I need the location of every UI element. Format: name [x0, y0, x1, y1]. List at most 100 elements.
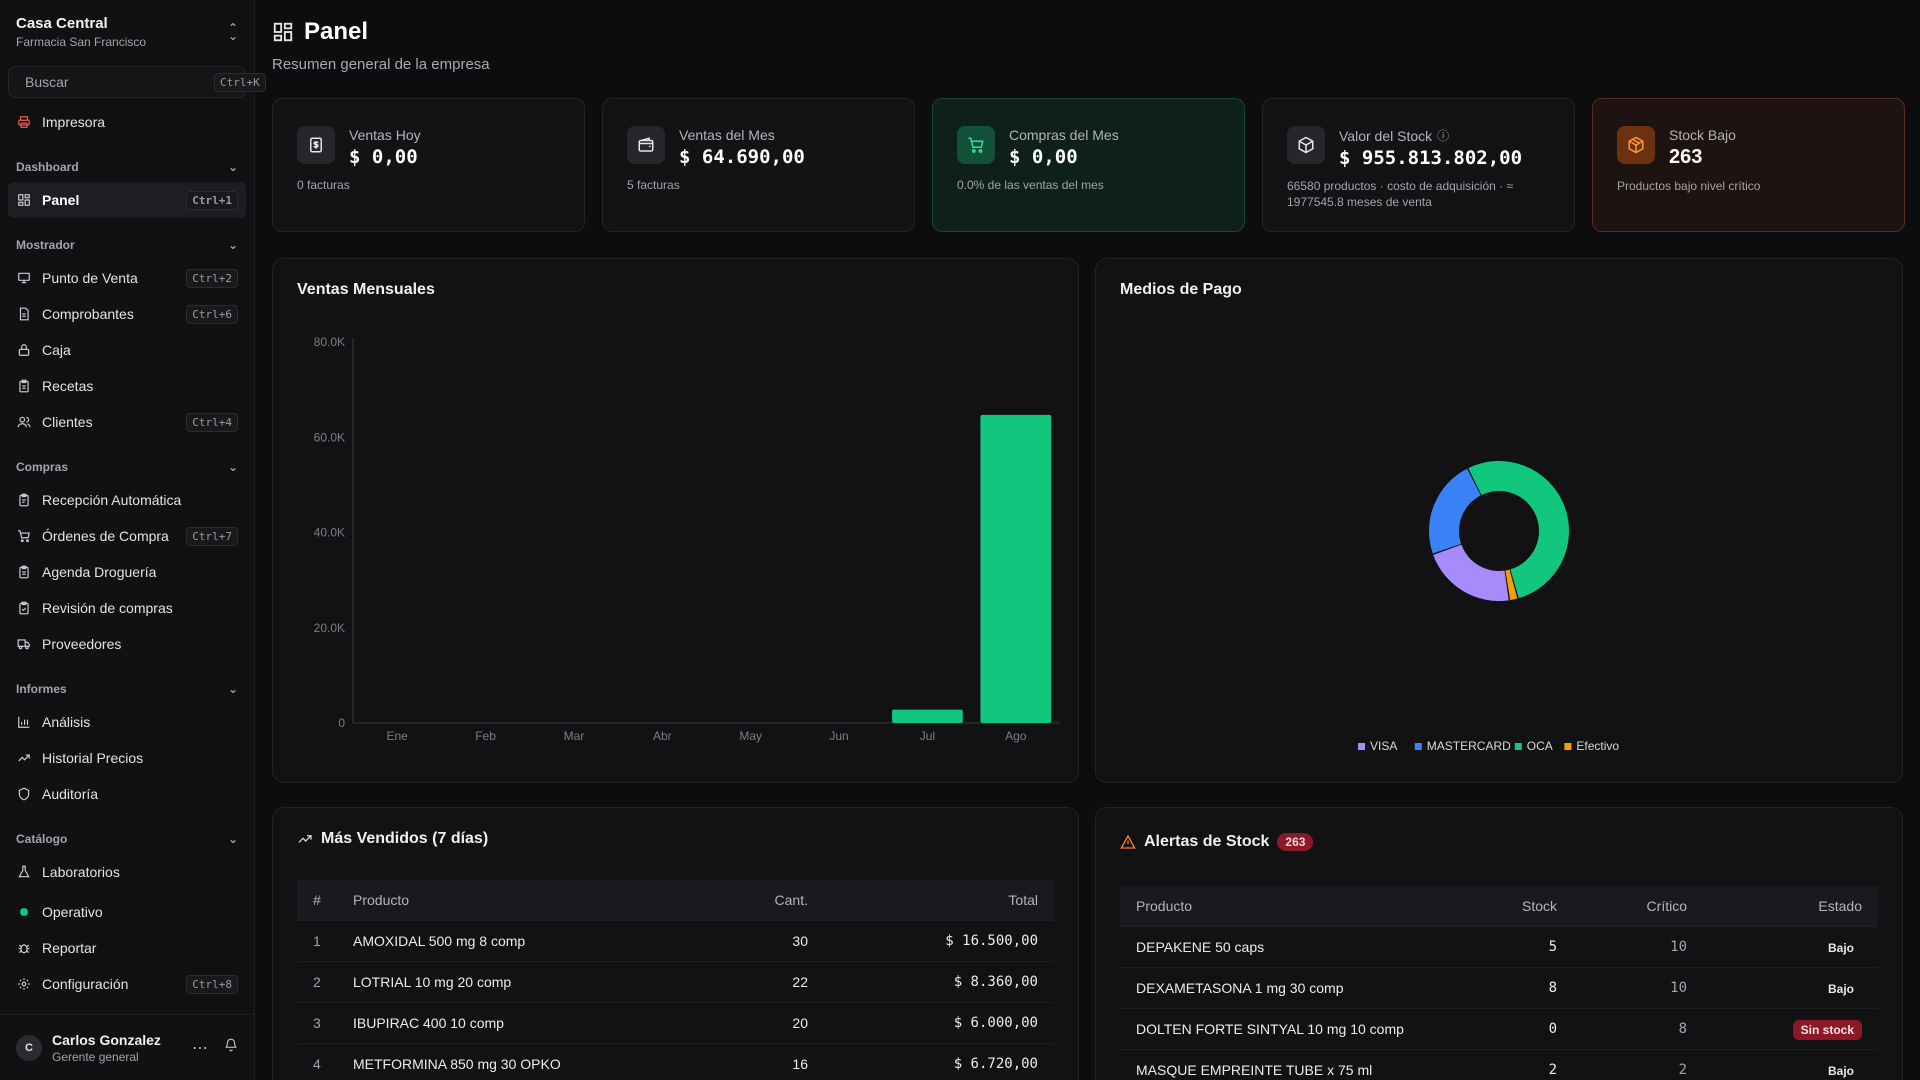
cell-critico: 10 [1573, 925, 1703, 967]
legend-label: VISA [1370, 739, 1397, 753]
shortcut-badge: Ctrl+1 [186, 190, 238, 210]
sidebar-item-auditoria[interactable]: Auditoría [8, 776, 246, 812]
sidebar-item-ordenes[interactable]: Órdenes de Compra Ctrl+7 [8, 518, 246, 554]
sidebar-item-recetas[interactable]: Recetas [8, 368, 246, 404]
clipboard-check-icon [16, 600, 32, 616]
pie-slice [1505, 569, 1518, 601]
sidebar-item-configuracion[interactable]: Configuración Ctrl+8 [8, 966, 246, 1002]
cell-rank: 3 [297, 1001, 337, 1043]
y-tick-label: 0 [338, 716, 345, 730]
legend-swatch [1564, 743, 1572, 750]
alerts-count-badge: 263 [1277, 833, 1314, 851]
info-icon[interactable]: ⓘ [1437, 129, 1450, 143]
status-badge: Bajo [1827, 1063, 1854, 1078]
section-mostrador[interactable]: Mostrador ⌄ [8, 230, 246, 260]
payment-chart-panel: Medios de Pago VISA MASTERCARD OCA Efectivo [1095, 258, 1903, 783]
sales-chart-panel: Ventas Mensuales 0 20.0K 40.0K 60.0K 80.0K En… [272, 258, 1079, 783]
col-total[interactable]: Total [1008, 891, 1038, 908]
sidebar-item-agenda[interactable]: Agenda Droguería [8, 554, 246, 590]
status-dot [20, 908, 28, 916]
stock-alerts-title: Alertas de Stock [1144, 833, 1270, 850]
kpi-foot: 0.0% de las ventas del mes [957, 178, 1104, 192]
sidebar-item-comprobantes[interactable]: Comprobantes Ctrl+6 [8, 296, 246, 332]
donut-chart: VISA MASTERCARD OCA Efectivo [1358, 461, 1619, 753]
table-row[interactable]: DEPAKENE 50 caps 5 10 Bajo [1120, 925, 1878, 967]
sidebar-item-revision[interactable]: Revisión de compras [8, 590, 246, 626]
cell-stock: 5 [1453, 925, 1573, 967]
cell-producto: AMOXIDAL 500 mg 8 comp [337, 919, 720, 961]
sidebar-item-label: Configuración [42, 976, 129, 992]
table-header: # Producto Cant. Total [297, 880, 1054, 920]
col-producto[interactable]: Producto [1136, 897, 1193, 914]
section-mostrador-title: Mostrador [16, 238, 75, 252]
table-row[interactable]: 2 LOTRIAL 10 mg 20 comp 22 $ 8.360,00 [297, 960, 1054, 1002]
user-menu[interactable]: C Carlos Gonzalez Gerente general ⋯ [0, 1014, 254, 1080]
sidebar-item-panel[interactable]: Panel Ctrl+1 [8, 182, 246, 218]
bell-icon[interactable] [224, 1038, 238, 1058]
page-title: Panel [304, 18, 369, 45]
cell-critico: 2 [1573, 1048, 1703, 1080]
top-sold-title: Más Vendidos (7 días) [321, 830, 489, 847]
sidebar-item-label: Auditoría [42, 786, 99, 802]
col-estado[interactable]: Estado [1818, 897, 1862, 914]
sidebar-item-reportar[interactable]: Reportar [8, 930, 246, 966]
sidebar-item-clientes[interactable]: Clientes Ctrl+4 [8, 404, 246, 440]
y-tick-label: 20.0K [314, 621, 345, 635]
sidebar-item-proveedores[interactable]: Proveedores [8, 626, 246, 662]
sidebar-item-label: Historial Precios [42, 750, 144, 766]
sidebar-item-historial[interactable]: Historial Precios [8, 740, 246, 776]
section-catalogo[interactable]: Catálogo ⌄ [8, 824, 246, 854]
status-label: Operativo [42, 904, 103, 920]
chevron-up-down-icon: ⌃ ⌄ [227, 21, 238, 43]
cell-producto: DEPAKENE 50 caps [1120, 925, 1453, 967]
org-switcher[interactable]: Casa Central Farmacia San Francisco ⌃ ⌄ [8, 0, 246, 64]
sidebar-item-label: Recetas [42, 378, 94, 394]
bar-chart: 0 20.0K 40.0K 60.0K 80.0K Ene Feb Mar Abr May Jun J… [314, 335, 1060, 743]
cell-producto: DEXAMETASONA 1 mg 30 comp [1120, 966, 1453, 1008]
section-compras[interactable]: Compras ⌄ [8, 452, 246, 482]
sidebar-item-label: Panel [42, 192, 80, 208]
cell-producto: IBUPIRAC 400 10 comp [337, 1001, 720, 1043]
table-row[interactable]: 4 METFORMINA 850 mg 30 OPKO 16 $ 6.720,0… [297, 1042, 1054, 1080]
sidebar-item-punto-de-venta[interactable]: Punto de Venta Ctrl+2 [8, 260, 246, 296]
cell-cantidad: 20 [719, 1001, 824, 1043]
shortcut-badge: Ctrl+6 [186, 304, 238, 324]
box-icon [1617, 126, 1655, 164]
legend-swatch [1414, 743, 1422, 750]
sidebar-item-label: Agenda Droguería [42, 564, 157, 580]
shortcut-badge: Ctrl+8 [186, 974, 238, 994]
sidebar-item-analisis[interactable]: Análisis [8, 704, 246, 740]
table-row[interactable]: MASQUE EMPREINTE TUBE x 75 ml 2 2 Bajo [1120, 1048, 1878, 1080]
kpi-ventas-hoy: Ventas Hoy $ 0,00 0 facturas [272, 98, 585, 232]
table-row[interactable]: DOLTEN FORTE SINTYAL 10 mg 10 comp 0 8 S… [1120, 1007, 1878, 1049]
table-row[interactable]: 3 IBUPIRAC 400 10 comp 20 $ 6.000,00 [297, 1001, 1054, 1043]
search-box[interactable]: Ctrl+K [8, 66, 266, 98]
shortcut-badge: Ctrl+4 [186, 412, 238, 432]
cell-critico: 10 [1573, 966, 1703, 1008]
col-producto[interactable]: Producto [353, 891, 410, 908]
table-row[interactable]: DEXAMETASONA 1 mg 30 comp 8 10 Bajo [1120, 966, 1878, 1008]
sidebar-item-recepcion[interactable]: Recepción Automática [8, 482, 246, 518]
wallet-icon [627, 126, 665, 164]
col-cantidad[interactable]: Cant. [774, 891, 808, 908]
search-input[interactable] [25, 74, 206, 90]
cell-stock: 2 [1453, 1048, 1573, 1080]
sidebar-item-laboratorios[interactable]: Laboratorios [8, 854, 246, 890]
kpi-value: $ 64.690,00 [679, 146, 805, 168]
sidebar-item-label: Comprobantes [42, 306, 134, 322]
sidebar-item-label: Órdenes de Compra [42, 528, 169, 544]
table-row[interactable]: 1 AMOXIDAL 500 mg 8 comp 30 $ 16.500,00 [297, 919, 1054, 961]
grid-icon [16, 192, 32, 208]
status-operativo[interactable]: Operativo [8, 894, 246, 930]
col-stock[interactable]: Stock [1521, 897, 1557, 914]
printer-item[interactable]: Impresora [8, 104, 246, 140]
section-dashboard[interactable]: Dashboard ⌄ [8, 152, 246, 182]
cart-icon [16, 528, 32, 544]
branch-name: Farmacia San Francisco [16, 35, 147, 49]
more-icon[interactable]: ⋯ [192, 1039, 208, 1057]
sidebar-item-caja[interactable]: Caja [8, 332, 246, 368]
monitor-icon [16, 270, 32, 286]
col-critico[interactable]: Crítico [1646, 897, 1687, 914]
cell-stock: 0 [1453, 1007, 1573, 1049]
section-informes[interactable]: Informes ⌄ [8, 674, 246, 704]
